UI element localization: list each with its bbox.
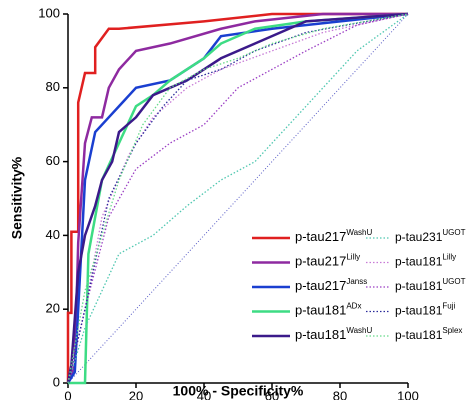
- x-tick-label: 80: [333, 388, 347, 400]
- y-axis-title: Sensitivity%: [9, 156, 25, 239]
- y-tick-label: 60: [46, 153, 60, 168]
- legend-name: p-tau181: [395, 279, 443, 293]
- legend-superscript: Lilly: [442, 253, 456, 262]
- legend-label: p-tau181ADx: [295, 302, 361, 318]
- legend-label: p-tau181WashU: [295, 326, 372, 342]
- legend-name: p-tau181: [395, 304, 443, 318]
- x-tick-label: 100: [397, 388, 419, 400]
- roc-curve: [66, 12, 409, 384]
- legend-superscript: Janss: [346, 277, 367, 286]
- legend-label: p-tau231UGOT: [395, 228, 466, 244]
- legend-name: p-tau231: [395, 230, 443, 244]
- legend-name: p-tau181: [295, 303, 346, 318]
- y-tick-label: 80: [46, 79, 60, 94]
- legend-label: p-tau217Lilly: [295, 253, 360, 269]
- legend-label: p-tau181Splex: [395, 326, 462, 342]
- legend-superscript: Fuji: [442, 302, 455, 311]
- legend-name: p-tau217: [295, 254, 346, 269]
- legend-label: p-tau181Fuji: [395, 302, 455, 318]
- y-tick-label: 100: [38, 5, 60, 20]
- legend-name: p-tau217: [295, 278, 346, 293]
- x-tick-label: 0: [64, 388, 71, 400]
- roc-curve: [67, 13, 409, 384]
- legend-superscript: WashU: [346, 326, 372, 335]
- legend-label: p-tau217Janss: [295, 277, 367, 293]
- y-tick-label: 20: [46, 301, 60, 316]
- x-axis-title: 100% - Specificity%: [173, 383, 304, 399]
- legend-name: p-tau217: [295, 229, 346, 244]
- roc-curve: [67, 13, 409, 384]
- y-tick-label: 0: [53, 374, 60, 389]
- legend-label: p-tau181Lilly: [395, 253, 456, 269]
- roc-curve: [66, 12, 408, 383]
- legend-superscript: Lilly: [346, 253, 360, 262]
- legend-superscript: WashU: [346, 228, 372, 237]
- x-tick-label: 20: [129, 388, 143, 400]
- y-tick-label: 40: [46, 227, 60, 242]
- legend-superscript: Splex: [442, 326, 462, 335]
- x-tick-label: 40: [197, 388, 211, 400]
- legend-name: p-tau181: [395, 255, 443, 269]
- legend-name: p-tau181: [295, 327, 346, 342]
- x-tick-label: 60: [265, 388, 279, 400]
- roc-curve: [66, 12, 409, 384]
- legend-label: p-tau217WashU: [295, 228, 372, 244]
- legend-superscript: ADx: [346, 302, 361, 311]
- legend-name: p-tau181: [395, 328, 443, 342]
- roc-curve: [66, 12, 408, 384]
- legend-superscript: UGOT: [442, 277, 465, 286]
- legend-superscript: UGOT: [442, 228, 465, 237]
- legend-label: p-tau181UGOT: [395, 277, 466, 293]
